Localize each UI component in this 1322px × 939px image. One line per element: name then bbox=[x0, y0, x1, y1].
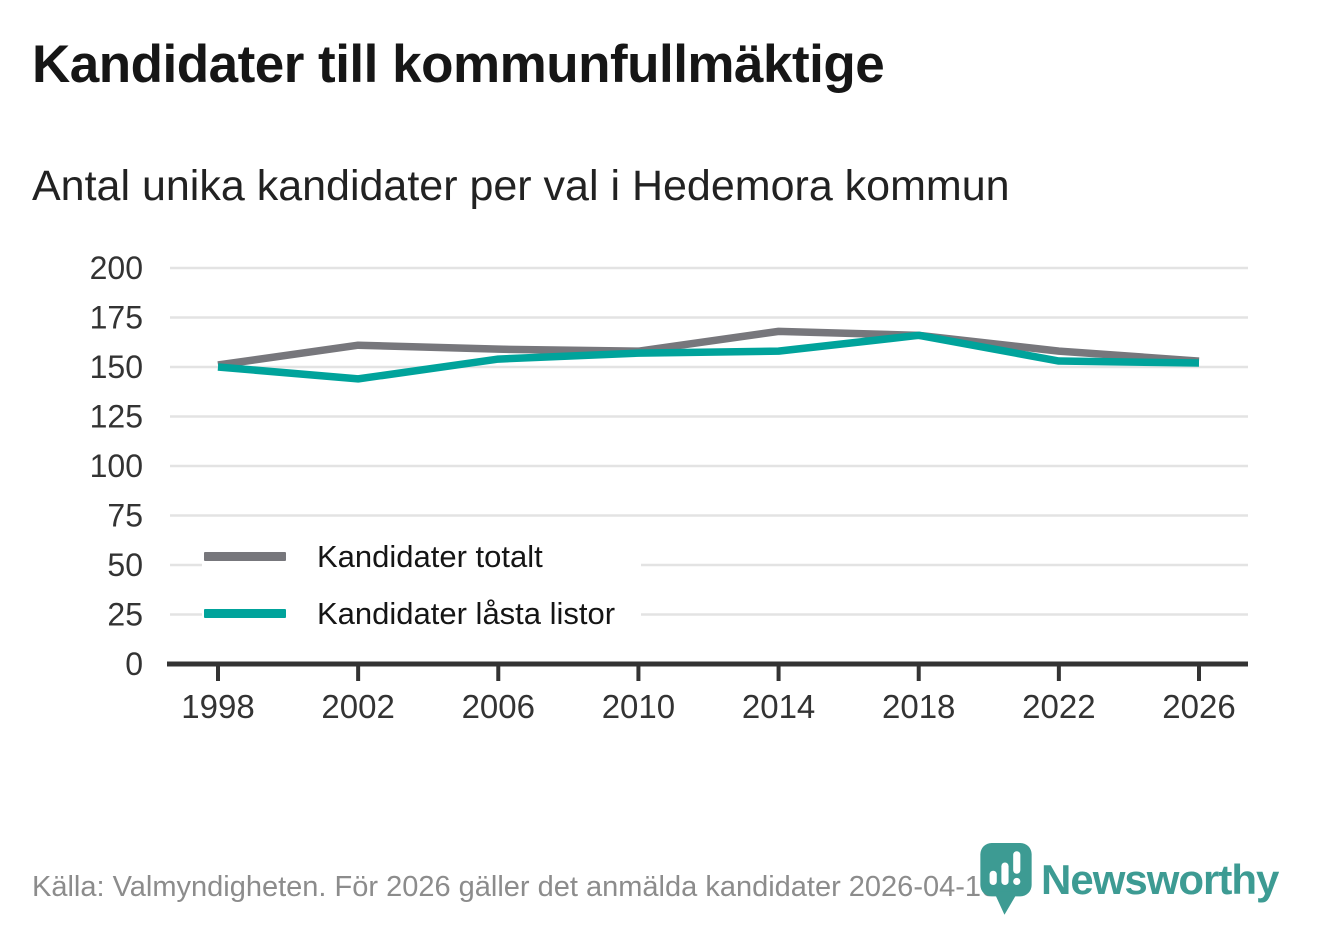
svg-text:2006: 2006 bbox=[462, 688, 535, 725]
svg-text:125: 125 bbox=[90, 399, 143, 435]
svg-text:200: 200 bbox=[90, 250, 143, 286]
chart-title: Kandidater till kommunfullmäktige bbox=[32, 35, 885, 94]
svg-text:2010: 2010 bbox=[602, 688, 675, 725]
legend-item-kandidater-totalt: Kandidater totalt bbox=[204, 532, 615, 581]
newsworthy-pin-icon bbox=[980, 843, 1032, 915]
legend-swatch-totalt bbox=[204, 552, 286, 561]
svg-text:2014: 2014 bbox=[742, 688, 815, 725]
svg-text:50: 50 bbox=[107, 547, 143, 583]
svg-text:2026: 2026 bbox=[1162, 688, 1235, 725]
svg-text:0: 0 bbox=[125, 646, 143, 682]
legend-label-totalt: Kandidater totalt bbox=[317, 538, 543, 574]
svg-text:150: 150 bbox=[90, 349, 143, 385]
newsworthy-wordmark: Newsworthy bbox=[1041, 856, 1279, 903]
svg-text:100: 100 bbox=[90, 448, 143, 484]
svg-text:25: 25 bbox=[107, 597, 143, 633]
legend-swatch-lasta-listor bbox=[204, 609, 286, 618]
source-note: Källa: Valmyndigheten. För 2026 gäller d… bbox=[32, 871, 1006, 903]
chart-subtitle: Antal unika kandidater per val i Hedemor… bbox=[32, 162, 1010, 210]
svg-text:2022: 2022 bbox=[1022, 688, 1095, 725]
svg-text:1998: 1998 bbox=[181, 688, 254, 725]
svg-text:2018: 2018 bbox=[882, 688, 955, 725]
svg-text:75: 75 bbox=[107, 498, 143, 534]
chart-legend: Kandidater totalt Kandidater låsta listo… bbox=[202, 526, 642, 652]
legend-label-lasta-listor: Kandidater låsta listor bbox=[317, 595, 616, 631]
legend-item-kandidater-lasta-listor: Kandidater låsta listor bbox=[204, 589, 615, 638]
svg-text:175: 175 bbox=[90, 300, 143, 336]
newsworthy-logo: Newsworthy bbox=[980, 843, 1279, 923]
svg-text:2002: 2002 bbox=[321, 688, 394, 725]
